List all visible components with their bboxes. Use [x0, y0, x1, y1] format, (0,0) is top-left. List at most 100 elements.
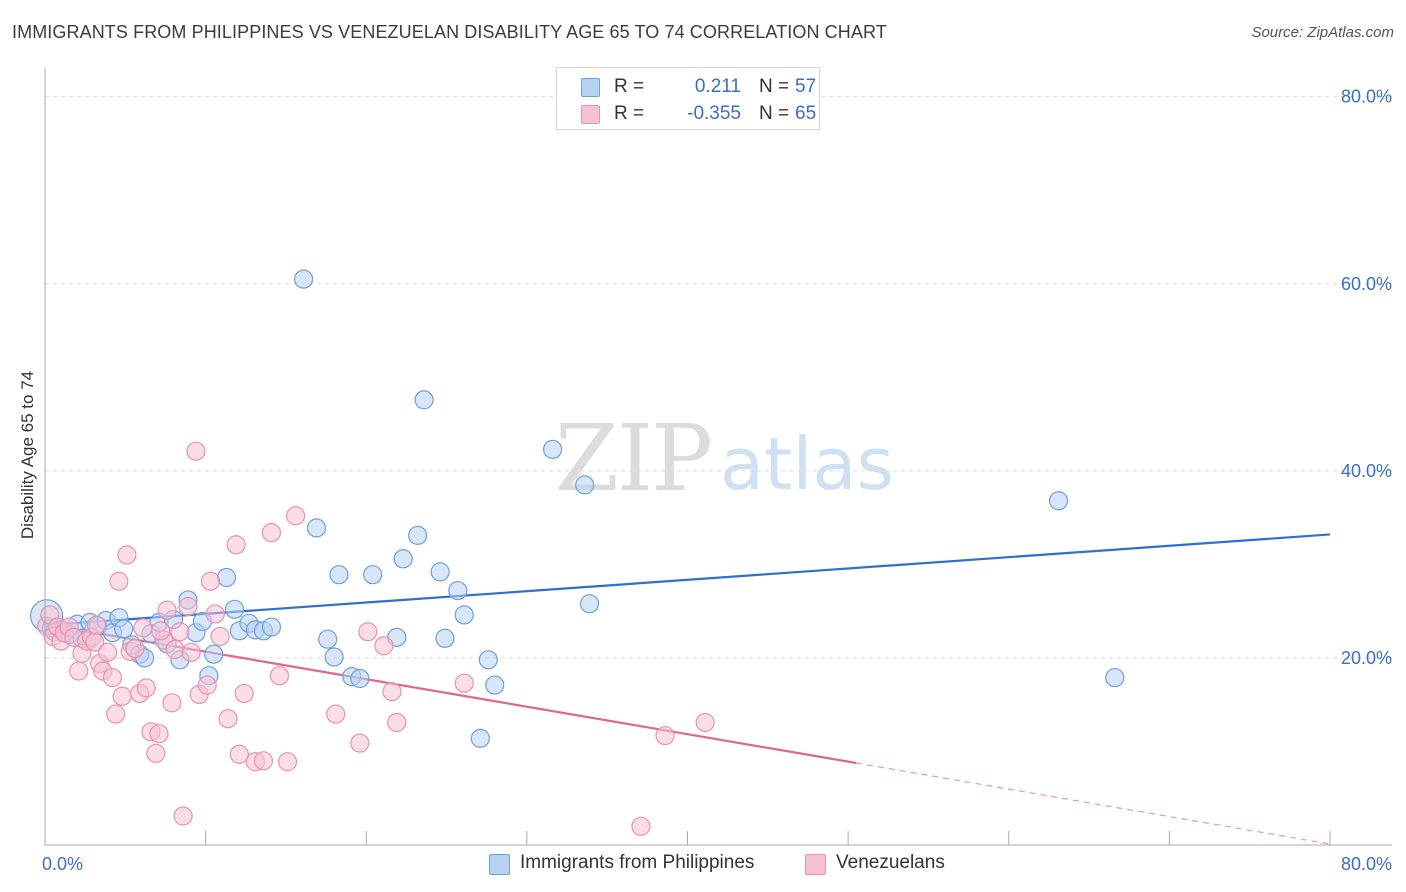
- data-point: [363, 565, 383, 585]
- data-point: [216, 567, 237, 588]
- data-point: [454, 605, 474, 625]
- data-point: [408, 525, 428, 545]
- data-point: [86, 615, 107, 635]
- data-point: [149, 724, 169, 744]
- data-point: [261, 522, 282, 543]
- chart-title: IMMIGRANTS FROM PHILIPPINES VS VENEZUELA…: [12, 22, 887, 42]
- data-point: [205, 604, 225, 624]
- data-point: [374, 636, 394, 656]
- legend-swatch-blue: [581, 78, 600, 97]
- data-point: [358, 622, 378, 642]
- data-point: [133, 618, 153, 638]
- data-point: [324, 647, 344, 667]
- data-point: [318, 629, 338, 649]
- data-point: [435, 628, 455, 648]
- data-point: [204, 644, 224, 664]
- watermark: ZIP atlas: [555, 405, 894, 512]
- data-point: [173, 806, 193, 826]
- watermark-zip: ZIP: [555, 405, 711, 512]
- data-point: [695, 712, 715, 733]
- data-point: [393, 549, 413, 569]
- legend-n-value: 65: [795, 103, 817, 124]
- data-point: [234, 683, 254, 704]
- x-tick-label: 0.0%: [42, 854, 83, 874]
- data-point: [224, 599, 245, 619]
- data-point: [98, 642, 118, 662]
- data-point: [125, 638, 145, 659]
- data-point: [485, 675, 505, 695]
- legend-n-label: N =: [759, 76, 790, 97]
- y-tick-label: 40.0%: [1341, 461, 1392, 481]
- data-point: [631, 816, 651, 836]
- data-point: [102, 667, 123, 688]
- data-point: [478, 650, 498, 670]
- data-point: [157, 600, 177, 620]
- legend-r-value: 0.211: [694, 76, 741, 97]
- data-point: [136, 678, 156, 698]
- y-tick-label: 60.0%: [1341, 274, 1392, 294]
- data-point: [229, 744, 249, 764]
- bottom-legend-label: Immigrants from Philippines: [520, 852, 755, 873]
- y-tick-label: 80.0%: [1341, 87, 1392, 107]
- data-point: [146, 743, 166, 763]
- data-point: [253, 751, 274, 771]
- watermark-atlas: atlas: [720, 422, 894, 506]
- data-point: [277, 752, 298, 772]
- data-point: [542, 439, 563, 459]
- data-point: [387, 712, 407, 733]
- data-point: [294, 269, 314, 289]
- data-point: [326, 704, 346, 724]
- data-point: [655, 725, 675, 746]
- data-point: [151, 621, 171, 641]
- series-pink: [37, 441, 715, 836]
- data-point: [285, 506, 306, 526]
- data-point: [261, 617, 282, 637]
- data-point: [454, 673, 474, 693]
- data-point: [269, 666, 290, 686]
- data-point: [226, 535, 246, 555]
- data-point: [178, 596, 198, 617]
- data-point: [306, 518, 327, 538]
- data-point: [1105, 667, 1125, 688]
- data-point: [575, 475, 595, 495]
- data-point: [350, 668, 370, 689]
- y-tick-label: 20.0%: [1341, 648, 1392, 668]
- data-point: [69, 661, 89, 681]
- data-point: [106, 704, 126, 724]
- data-point: [448, 580, 468, 601]
- data-point: [197, 675, 217, 695]
- data-point: [109, 571, 129, 591]
- bottom-legend-swatch-pink: [805, 854, 826, 875]
- legend-swatch-pink: [581, 105, 600, 124]
- data-point: [200, 571, 221, 591]
- data-point: [470, 728, 490, 748]
- data-point: [382, 681, 402, 702]
- data-point: [165, 639, 185, 660]
- data-point: [579, 594, 600, 614]
- grid-layer: [45, 96, 1392, 659]
- legend-n-value: 57: [795, 76, 817, 97]
- data-point: [210, 626, 230, 647]
- x-tick-label: 80.0%: [1341, 854, 1392, 874]
- legend-r-label: R =: [614, 103, 645, 124]
- data-point: [114, 619, 134, 639]
- correlation-legend: R = 0.211 N = 57 R = -0.355 N = 65: [556, 67, 820, 130]
- data-point: [170, 622, 190, 642]
- data-point: [117, 545, 137, 565]
- data-point: [112, 686, 132, 706]
- data-point: [1048, 491, 1069, 511]
- bottom-legend-swatch-blue: [489, 854, 510, 875]
- data-points: [30, 269, 1125, 836]
- data-point: [430, 562, 450, 582]
- bottom-legend-label: Venezuelans: [836, 852, 945, 873]
- legend-r-value: -0.355: [687, 103, 741, 124]
- data-point: [162, 693, 182, 713]
- data-point: [181, 642, 201, 662]
- legend-r-label: R =: [614, 76, 645, 97]
- legend-n-label: N =: [759, 103, 790, 124]
- trend-line-extension: [856, 762, 1331, 845]
- chart-source: Source: ZipAtlas.com: [1251, 24, 1394, 41]
- data-point: [329, 565, 349, 585]
- data-point: [414, 390, 434, 410]
